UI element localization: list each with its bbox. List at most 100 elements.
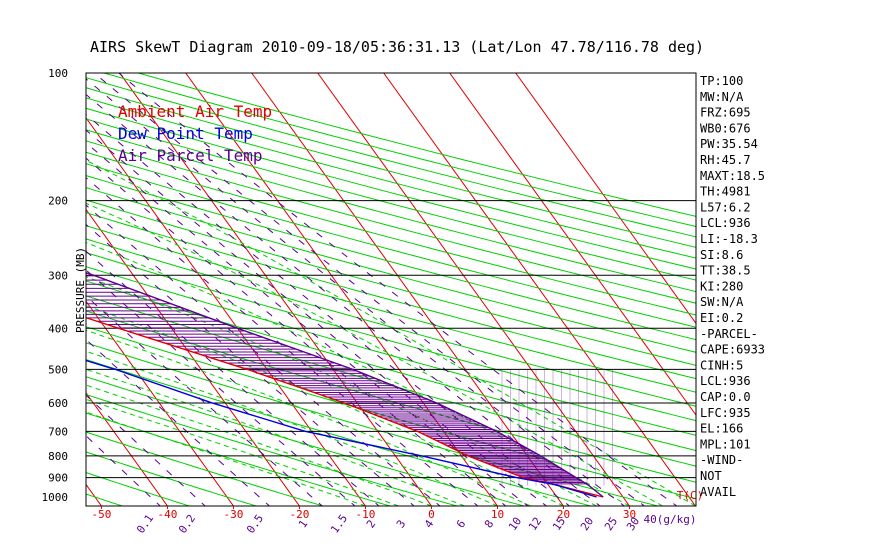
isotherm-line	[86, 116, 367, 506]
y-axis-label: PRESSURE (MB)	[74, 247, 87, 333]
mixing-ratio-line	[86, 338, 271, 506]
bottom-temp-tick-label: 20	[557, 508, 570, 521]
mixing-ratio-tick-label: 25	[602, 515, 620, 533]
dry-adiabat-line	[86, 187, 696, 353]
bottom-temp-tick-label: -20	[290, 508, 310, 521]
dry-adiabat-line	[86, 252, 696, 422]
dry-adiabat-line	[86, 295, 696, 467]
legend: Ambient Air Temp Dew Point Temp Air Parcel…	[118, 102, 272, 165]
bottom-temp-tick-label: T(C)	[677, 489, 704, 502]
dry-adiabat-line	[86, 118, 696, 281]
index-label: NOT	[700, 469, 722, 483]
mixing-ratio-line	[86, 204, 441, 506]
index-label: CAP:0.0	[700, 390, 751, 404]
isotherm-line	[86, 208, 301, 506]
index-label: EL:166	[700, 422, 743, 436]
index-label: LFC:935	[700, 406, 751, 420]
ambient-temp-line	[86, 316, 604, 498]
index-label: TT:38.5	[700, 264, 751, 278]
dry-adiabat-line	[86, 163, 696, 328]
dry-adiabat-line	[86, 87, 696, 248]
profiles-layer	[86, 272, 604, 498]
dewpoint-temp-line	[86, 359, 597, 498]
dry-adiabat-line	[86, 280, 696, 452]
pressure-tick-label: 600	[48, 397, 68, 410]
isotherm-line	[317, 73, 631, 506]
pressure-tick-label: 1000	[42, 491, 69, 504]
mixing-ratio-tick-label: 0.1	[134, 512, 156, 536]
cape-shading	[86, 275, 613, 486]
bottom-temp-tick-label: 30	[623, 508, 636, 521]
dry-adiabat-line	[86, 238, 696, 407]
index-label: TP:100	[700, 74, 743, 88]
bottom-temp-tick-label: -30	[224, 508, 244, 521]
index-label: L57:6.2	[700, 200, 751, 214]
index-label: FRZ:695	[700, 106, 751, 120]
legend-entry: Air Parcel Temp	[118, 146, 263, 165]
mixing-ratio-tick-label: 1.5	[328, 512, 350, 536]
pressure-tick-label: 700	[48, 425, 68, 438]
moist-adiabat-line	[86, 159, 696, 506]
bottom-temp-tick-label: 10	[491, 508, 504, 521]
index-label: MAXT:18.5	[700, 169, 765, 183]
pressure-tick-label: 500	[48, 363, 68, 376]
dry-adiabat-line	[86, 394, 459, 506]
mixing-ratio-tick-label: 15	[550, 515, 568, 533]
dry-adiabat-line	[86, 199, 696, 366]
pressure-tick-label: 800	[48, 450, 68, 463]
legend-entry: Dew Point Temp	[118, 124, 253, 143]
plot-frame	[85, 72, 697, 507]
pressure-tick-label: 400	[48, 322, 68, 335]
index-label: MW:N/A	[700, 90, 744, 104]
mixing-ratio-line	[86, 177, 479, 506]
mixing-ratio-tick-label: 12	[526, 515, 544, 533]
isotherm-line	[119, 73, 433, 506]
isotherm-line	[515, 73, 696, 325]
moist-adiabat-line	[86, 202, 663, 506]
isotherm-line	[86, 391, 169, 506]
mixing-ratio-tick-label: 6	[454, 518, 468, 531]
bottom-temp-tick-label: -40	[158, 508, 178, 521]
mixing-ratio-line	[86, 394, 206, 506]
mixing-ratio-tick-label: 3	[394, 518, 408, 531]
bottom-temp-tick-label: -10	[356, 508, 376, 521]
pressure-tick-label: 200	[48, 195, 68, 208]
index-label: RH:45.7	[700, 153, 751, 167]
mixing-ratio-tick-label: 20	[578, 515, 596, 533]
dry-adiabat-line	[86, 266, 696, 436]
dry-adiabat-line	[86, 175, 696, 341]
index-label: SI:8.6	[700, 248, 743, 262]
mixing-ratio-tick-label: 0.5	[244, 512, 266, 536]
mixing-ratio-tick-label: 0.2	[176, 512, 198, 536]
legend-entry: Ambient Air Temp	[118, 102, 272, 121]
index-label: LI:-18.3	[700, 232, 758, 246]
isotherm-line	[0, 54, 37, 508]
mixing-ratio-tick-label: 10	[506, 515, 524, 533]
pressure-tick-label: 100	[48, 67, 68, 80]
index-label: -PARCEL-	[700, 327, 758, 341]
bottom-temp-tick-label: 0	[428, 508, 435, 521]
index-label: LCL:936	[700, 216, 751, 230]
dry-adiabat-line	[86, 107, 696, 270]
bottom-temp-tick-label: -50	[92, 508, 112, 521]
dry-adiabat-line	[86, 97, 696, 259]
index-label: CINH:5	[700, 358, 743, 372]
dry-adiabat-line	[86, 225, 696, 393]
dry-adiabat-line	[86, 129, 696, 293]
mixing-ratio-tick-label: 40(g/kg)	[644, 513, 697, 526]
index-label: CAPE:6933	[700, 343, 765, 357]
isotherm-line	[251, 73, 565, 506]
index-label: SW:N/A	[700, 295, 744, 309]
index-label: MPL:101	[700, 437, 751, 451]
dry-adiabat-line	[86, 140, 696, 304]
isotherm-line	[449, 73, 696, 416]
mixing-ratio-tick-label: 30	[624, 515, 642, 533]
pressure-tick-label: 300	[48, 269, 68, 282]
index-label: KI:280	[700, 279, 743, 293]
pressure-tick-label: 900	[48, 472, 68, 485]
dry-adiabat-line	[86, 151, 696, 316]
isotherm-line	[86, 300, 235, 506]
isotherm-line	[383, 73, 696, 506]
